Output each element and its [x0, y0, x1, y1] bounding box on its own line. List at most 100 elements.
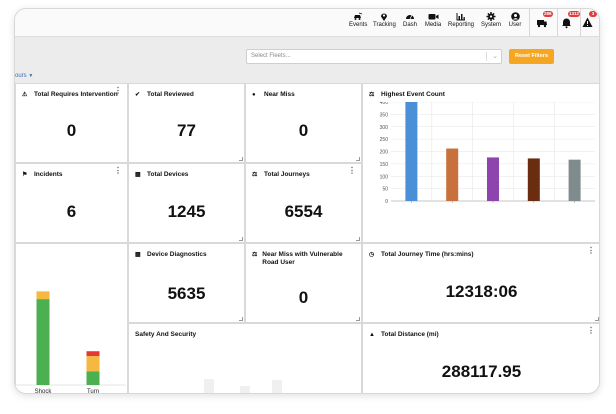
info-icon: ●	[252, 92, 256, 98]
stacked-bar-segment	[86, 351, 100, 357]
nav-reporting[interactable]: Reporting	[448, 12, 474, 28]
card-value: 12318:06	[445, 282, 518, 301]
resize-handle[interactable]	[239, 317, 243, 321]
card-journey-time: ◷ Total Journey Time (hrs:mins) ⋮ 12318:0…	[362, 243, 599, 323]
flag-icon: ⚑	[22, 172, 28, 178]
bell-icon	[562, 18, 571, 29]
card-devices: ▩ Total Devices 1245	[128, 163, 245, 243]
card-safety-security: Safety And Security	[128, 323, 362, 393]
card-value: 0	[298, 288, 309, 307]
bar	[568, 159, 581, 201]
card-requires-intervention: ⚠ Total Requires Intervention ⋮ 0	[15, 83, 128, 163]
resize-handle[interactable]	[239, 157, 243, 161]
card-journeys: ⚖ Total Journeys ⋮ 6554	[245, 163, 362, 243]
y-tick-label: 250	[380, 137, 389, 143]
car-icon: ⚖	[252, 172, 258, 178]
nav-divider	[580, 9, 581, 37]
filter-bar: Select Fleets... ⌄ Reset Filters ours ▼	[15, 37, 599, 83]
card-near-miss-vru: ⚖ Near Miss with Vulnerable Road User 0	[245, 243, 362, 323]
y-tick-label: 50	[382, 187, 388, 193]
bar-chart-icon	[456, 13, 465, 21]
fleet-select[interactable]: Select Fleets... ⌄	[246, 49, 502, 64]
warning-icon: ⚠	[22, 92, 28, 98]
resize-handle[interactable]	[595, 317, 599, 321]
check-icon: ✔	[135, 92, 141, 98]
map-pin-icon	[381, 13, 387, 21]
notification-events[interactable]: 286	[536, 11, 554, 32]
card-value: 0	[298, 121, 309, 140]
card-value: 77	[177, 121, 196, 140]
y-tick-label: 400	[380, 102, 389, 106]
resize-handle[interactable]	[239, 237, 243, 241]
nav-tracking[interactable]: Tracking	[373, 12, 396, 28]
app-window: Events Tracking Dash Media Reporting Sys…	[14, 8, 600, 394]
stacked-bar-segment	[86, 371, 100, 385]
stacked-bar-segment	[86, 356, 100, 372]
nav-system[interactable]: System	[480, 12, 502, 28]
chart-bar-placeholder	[204, 379, 214, 393]
top-nav: Events Tracking Dash Media Reporting Sys…	[15, 9, 599, 37]
notification-alerts[interactable]: 1312	[561, 11, 581, 32]
video-camera-icon	[428, 14, 438, 20]
stacked-event-chart: Shock Turn	[16, 291, 126, 394]
resize-handle[interactable]	[356, 157, 360, 161]
x-category-label: Shock	[35, 389, 53, 394]
card-value: 1245	[167, 202, 206, 221]
device-icon: ▩	[135, 252, 141, 258]
chart-bar-placeholder	[240, 386, 250, 393]
stacked-bar-segment	[36, 299, 50, 385]
card-value: 0	[66, 121, 77, 140]
clock-icon: ◷	[369, 252, 375, 258]
nav-divider	[529, 9, 530, 37]
car-icon: ⚖	[252, 252, 258, 258]
notification-warnings[interactable]: 3	[582, 11, 599, 32]
user-icon	[510, 12, 520, 21]
device-icon: ▩	[135, 172, 141, 178]
y-tick-label: 100	[380, 174, 389, 180]
gauge-icon	[406, 14, 414, 20]
car-crash-icon	[354, 12, 363, 20]
card-value: 6	[66, 202, 77, 221]
reset-filters-button[interactable]: Reset Filters	[509, 49, 554, 64]
stacked-bar-segment	[36, 291, 50, 300]
caret-down-icon: ▼	[28, 73, 34, 79]
resize-handle[interactable]	[356, 317, 360, 321]
bar	[527, 158, 540, 201]
nav-dash[interactable]: Dash	[402, 12, 418, 28]
truck-alert-icon	[537, 20, 547, 28]
y-tick-label: 150	[380, 162, 389, 168]
card-device-diagnostics: ▩ Device Diagnostics 5635	[128, 243, 245, 323]
gear-icon	[486, 12, 496, 21]
select-divider	[486, 52, 487, 61]
card-highest-event-count: ⚖ Highest Event Count 0 50 100 150 200 250 300 3…	[362, 83, 599, 243]
card-near-miss: ● Near Miss 0	[245, 83, 362, 163]
chart-bar-placeholder	[272, 380, 282, 393]
y-tick-label: 0	[385, 199, 388, 205]
warning-icon	[582, 17, 593, 27]
car-icon: ⚖	[369, 92, 375, 98]
card-reviewed: ✔ Total Reviewed 77	[128, 83, 245, 163]
nav-media[interactable]: Media	[424, 12, 442, 28]
bar	[487, 157, 499, 201]
nav-divider	[557, 9, 558, 37]
card-menu-icon[interactable]: ⋮	[587, 246, 595, 255]
bar	[446, 148, 459, 201]
resize-handle[interactable]	[356, 237, 360, 241]
card-value: 6554	[284, 202, 323, 221]
nav-events[interactable]: Events	[349, 12, 367, 28]
y-tick-label: 200	[380, 150, 389, 156]
nav-user[interactable]: User	[507, 12, 523, 28]
card-menu-icon[interactable]: ⋮	[114, 86, 122, 95]
y-tick-label: 350	[380, 112, 389, 118]
road-icon: ▲	[369, 332, 375, 338]
card-menu-icon[interactable]: ⋮	[114, 166, 122, 175]
card-stacked-events: Shock Turn	[15, 243, 128, 394]
card-menu-icon[interactable]: ⋮	[348, 166, 356, 175]
bar	[405, 102, 418, 201]
card-value: 5635	[167, 284, 206, 303]
card-menu-icon[interactable]: ⋮	[587, 326, 595, 335]
card-incidents: ⚑ Incidents ⋮ 6	[15, 163, 128, 243]
x-category-label: Turn	[87, 389, 99, 394]
chevron-down-icon: ⌄	[492, 53, 498, 60]
hours-dropdown[interactable]: ours ▼	[15, 73, 34, 79]
